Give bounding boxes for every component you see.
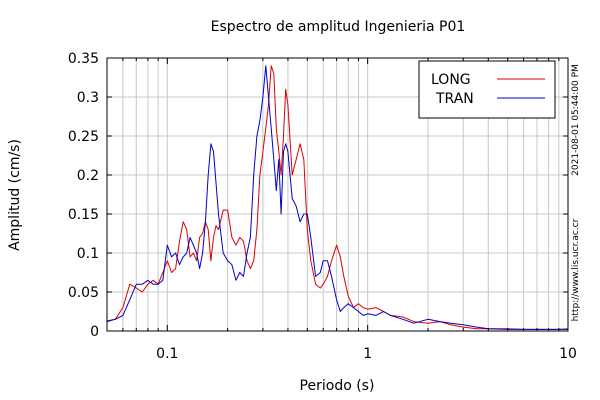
y-tick-label: 0.15	[68, 207, 99, 223]
x-tick-label: 1	[363, 346, 372, 362]
series-layer	[106, 65, 569, 330]
y-tick-label: 0.2	[77, 168, 99, 184]
legend-box	[418, 60, 556, 119]
y-tick-label: 0.25	[68, 129, 99, 145]
y-tick-label: 0.05	[68, 285, 99, 301]
x-axis-label: Periodo (s)	[300, 378, 375, 394]
series-line-tran	[106, 65, 568, 330]
legend: LONG TRAN	[418, 60, 556, 119]
website-label: http://www.lis.ucr.ac.cr	[571, 218, 581, 321]
y-axis-label: Amplitud (cm/s)	[7, 139, 23, 251]
y-tick-label: 0.3	[77, 90, 99, 106]
y-tick-label: 0.35	[68, 51, 99, 67]
plot-frame	[106, 57, 569, 332]
legend-label-long: LONG	[431, 72, 471, 88]
legend-label-tran: TRAN	[435, 91, 474, 107]
y-tick-label: 0	[90, 324, 99, 340]
y-tick-label: 0.1	[77, 246, 99, 262]
chart-title: Espectro de amplitud Ingenieria P01	[211, 19, 466, 35]
axis-ticks: 0 0.05 0.1 0.15 0.2 0.25 0.3 0.35 0.1 1 10	[68, 51, 577, 362]
x-tick-label: 0.1	[156, 346, 178, 362]
timestamp-label: 2021-08-01 05:44:00 PM	[571, 64, 581, 176]
x-tick-label: 10	[559, 346, 577, 362]
